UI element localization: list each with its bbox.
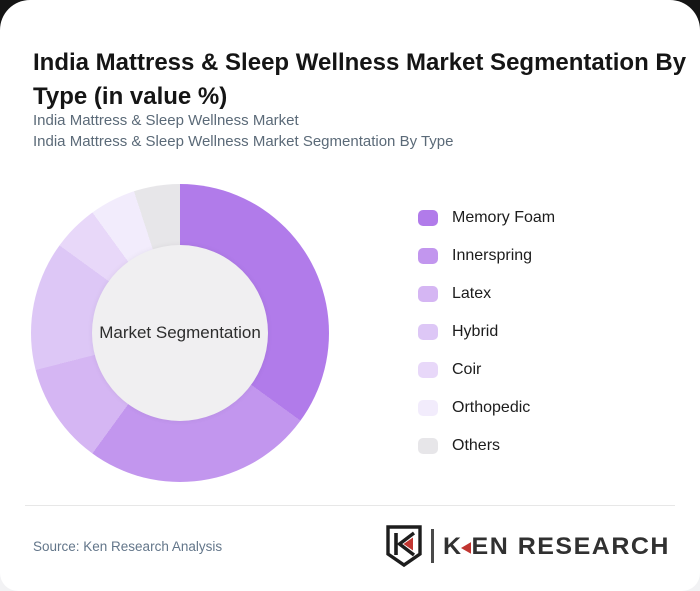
chart-legend: Memory Foam Innerspring Latex Hybrid Coi… <box>418 210 555 476</box>
ken-research-logo: K EN RESEARCH <box>385 524 670 568</box>
legend-item[interactable]: Innerspring <box>418 248 555 264</box>
legend-item[interactable]: Hybrid <box>418 324 555 340</box>
legend-item[interactable]: Memory Foam <box>418 210 555 226</box>
legend-item[interactable]: Orthopedic <box>418 400 555 416</box>
legend-label: Memory Foam <box>452 209 556 226</box>
logo-wordmark: K EN RESEARCH <box>443 532 670 560</box>
donut-center: Market Segmentation <box>92 245 268 421</box>
legend-swatch-icon <box>418 362 438 378</box>
subtitle-line-1: India Mattress & Sleep Wellness Market <box>33 112 299 129</box>
legend-swatch-icon <box>418 210 438 226</box>
logo-wordmark-rest: EN RESEARCH <box>471 531 670 560</box>
legend-swatch-icon <box>418 248 438 264</box>
legend-label: Orthopedic <box>452 399 531 416</box>
legend-label: Innerspring <box>452 247 533 264</box>
footer: Source: Ken Research Analysis K EN RESEAR… <box>33 520 670 572</box>
legend-swatch-icon <box>418 438 438 454</box>
legend-item[interactable]: Latex <box>418 286 555 302</box>
legend-swatch-icon <box>418 286 438 302</box>
chart-subtitles: India Mattress & Sleep Wellness Market I… <box>33 110 453 152</box>
donut-chart[interactable]: Market Segmentation <box>31 184 329 482</box>
legend-label: Hybrid <box>452 323 499 340</box>
legend-item[interactable]: Others <box>418 438 555 454</box>
legend-swatch-icon <box>418 400 438 416</box>
logo-wordmark-k: K <box>442 531 463 560</box>
legend-label: Latex <box>452 285 492 302</box>
legend-item[interactable]: Coir <box>418 362 555 378</box>
logo-separator <box>430 529 434 563</box>
footer-divider <box>25 505 675 506</box>
page-title: India Mattress & Sleep Wellness Market S… <box>33 49 687 111</box>
legend-swatch-icon <box>418 324 438 340</box>
source-text: Source: Ken Research Analysis <box>33 538 223 554</box>
subtitle-line-2: India Mattress & Sleep Wellness Market S… <box>33 133 454 150</box>
ken-research-shield-icon <box>386 525 422 568</box>
legend-label: Coir <box>452 361 482 378</box>
donut-center-label: Market Segmentation <box>99 323 261 342</box>
legend-label: Others <box>452 437 501 454</box>
logo-red-triangle-icon <box>460 541 471 553</box>
